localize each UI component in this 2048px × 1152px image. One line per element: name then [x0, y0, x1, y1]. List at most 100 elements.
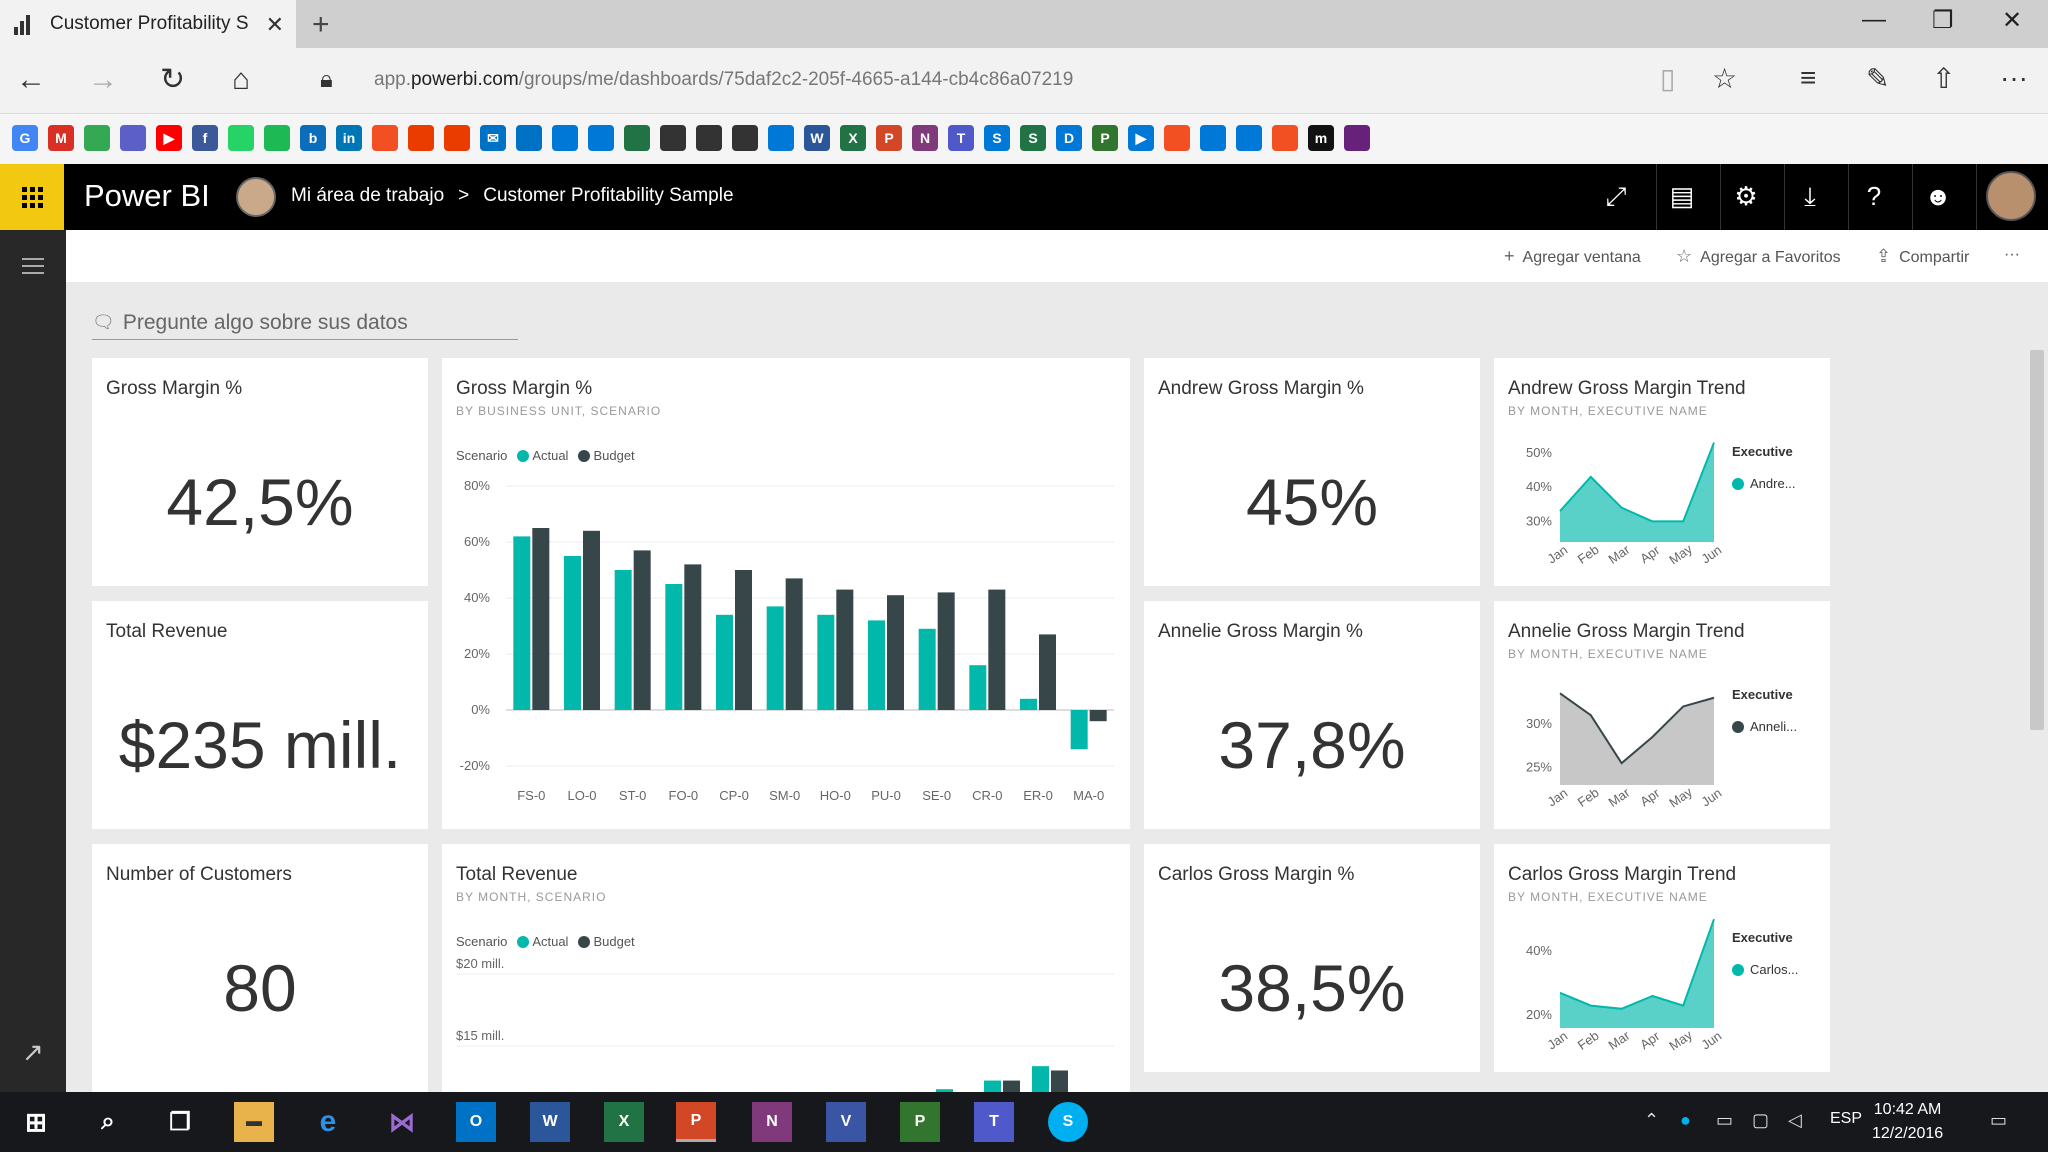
favorite-site-icon[interactable]: [624, 125, 650, 151]
tile-andrew-gross-margin-kpi[interactable]: Andrew Gross Margin % 45%: [1144, 358, 1480, 586]
tray-skype-icon[interactable]: ●: [1680, 1110, 1691, 1130]
outlook-icon[interactable]: O: [456, 1102, 496, 1142]
favorite-site-icon[interactable]: P: [1092, 125, 1118, 151]
task-view-icon[interactable]: ❐: [169, 1108, 191, 1136]
download-icon[interactable]: ⤓: [1804, 181, 1816, 211]
minimize-window-icon[interactable]: —: [1862, 6, 1886, 33]
favorite-site-icon[interactable]: S: [984, 125, 1010, 151]
favorite-site-icon[interactable]: P: [876, 125, 902, 151]
refresh-icon[interactable]: ↻: [160, 63, 186, 96]
settings-gear-icon[interactable]: ⚙: [1734, 181, 1758, 211]
address-bar[interactable]: app.powerbi.com/groups/me/dashboards/75d…: [374, 69, 1073, 91]
home-icon[interactable]: ⌂: [232, 63, 251, 96]
favorite-site-icon[interactable]: [1164, 125, 1190, 151]
share-button[interactable]: ⇪ Compartir: [1876, 246, 1969, 267]
tile-annelie-gross-margin-trend[interactable]: Annelie Gross Margin Trend BY MONTH, EXE…: [1494, 601, 1830, 829]
tab-close-icon[interactable]: ✕: [265, 12, 284, 37]
favorite-site-icon[interactable]: S: [1020, 125, 1046, 151]
favorite-site-icon[interactable]: D: [1056, 125, 1082, 151]
favorite-site-icon[interactable]: [84, 125, 110, 151]
file-explorer-icon[interactable]: ▬: [234, 1102, 274, 1142]
tray-chevron-up-icon[interactable]: ⌃: [1644, 1110, 1660, 1130]
favorite-site-icon[interactable]: [444, 125, 470, 151]
tile-carlos-gross-margin-kpi[interactable]: Carlos Gross Margin % 38,5%: [1144, 844, 1480, 1072]
favorite-site-icon[interactable]: [120, 125, 146, 151]
favorite-site-icon[interactable]: W: [804, 125, 830, 151]
tray-battery-icon[interactable]: ▭: [1716, 1110, 1734, 1130]
visual-studio-icon[interactable]: ⋈: [389, 1106, 415, 1137]
search-icon[interactable]: ⌕: [101, 1108, 115, 1135]
add-tile-button[interactable]: + Agregar ventana: [1504, 246, 1641, 267]
favorite-site-icon[interactable]: [552, 125, 578, 151]
qna-box[interactable]: 🗨︎ Pregunte algo sobre sus datos: [92, 306, 518, 340]
tile-carlos-gross-margin-trend[interactable]: Carlos Gross Margin Trend BY MONTH, EXEC…: [1494, 844, 1830, 1072]
more-actions-button[interactable]: ···: [2004, 246, 2020, 263]
forward-arrow-icon[interactable]: →: [88, 63, 118, 96]
favorite-site-icon[interactable]: ✉: [480, 125, 506, 151]
windows-start-icon[interactable]: ⊞: [25, 1106, 47, 1137]
reading-view-icon[interactable]: ▯: [1660, 63, 1676, 94]
favorite-site-icon[interactable]: G: [12, 125, 38, 151]
tile-andrew-gross-margin-trend[interactable]: Andrew Gross Margin Trend BY MONTH, EXEC…: [1494, 358, 1830, 586]
favorite-star-icon[interactable]: ☆: [1712, 63, 1738, 94]
excel-icon[interactable]: X: [604, 1102, 644, 1142]
favorite-site-icon[interactable]: ▶: [1128, 125, 1154, 151]
favorite-site-icon[interactable]: ▶: [156, 125, 182, 151]
powerpoint-icon[interactable]: P: [676, 1102, 716, 1142]
favorite-site-icon[interactable]: [408, 125, 434, 151]
favorite-site-icon[interactable]: [768, 125, 794, 151]
tray-network-icon[interactable]: ▢: [1752, 1110, 1770, 1130]
favorite-site-icon[interactable]: [660, 125, 686, 151]
share-icon[interactable]: ⇧: [1932, 63, 1956, 94]
action-center-icon[interactable]: ▭: [1990, 1110, 2008, 1130]
expand-arrow-icon[interactable]: ↗: [22, 1037, 44, 1067]
favorite-site-icon[interactable]: N: [912, 125, 938, 151]
favorite-site-icon[interactable]: M: [48, 125, 74, 151]
tile-annelie-gross-margin-kpi[interactable]: Annelie Gross Margin % 37,8%: [1144, 601, 1480, 829]
tray-volume-icon[interactable]: ◁: [1788, 1110, 1802, 1130]
restore-window-icon[interactable]: ❐: [1932, 7, 1954, 34]
favorite-site-icon[interactable]: [1272, 125, 1298, 151]
tray-language[interactable]: ESP: [1830, 1110, 1863, 1127]
skype-icon[interactable]: S: [1048, 1102, 1088, 1142]
favorite-site-icon[interactable]: [1236, 125, 1262, 151]
breadcrumb-workspace[interactable]: Mi área de trabajo: [291, 185, 445, 206]
favorite-site-icon[interactable]: [696, 125, 722, 151]
browser-tab[interactable]: Customer Profitability S ✕: [0, 0, 296, 48]
favorite-site-icon[interactable]: [732, 125, 758, 151]
new-tab-button[interactable]: +: [312, 8, 330, 41]
onenote-icon[interactable]: N: [752, 1102, 792, 1142]
favorite-site-icon[interactable]: [228, 125, 254, 151]
word-icon[interactable]: W: [530, 1102, 570, 1142]
favorite-site-icon[interactable]: [588, 125, 614, 151]
favorite-site-icon[interactable]: T: [948, 125, 974, 151]
help-icon[interactable]: ?: [1866, 181, 1882, 211]
user-avatar[interactable]: [1986, 171, 2036, 221]
favorite-site-icon[interactable]: [372, 125, 398, 151]
tile-gross-margin-by-business-unit[interactable]: Gross Margin % BY BUSINESS UNIT, SCENARI…: [442, 358, 1130, 829]
tile-total-revenue-kpi[interactable]: Total Revenue $235 mill.: [92, 601, 428, 829]
favorite-site-icon[interactable]: f: [192, 125, 218, 151]
favorite-site-icon[interactable]: X: [840, 125, 866, 151]
tile-gross-margin-kpi[interactable]: Gross Margin % 42,5%: [92, 358, 428, 586]
notifications-icon[interactable]: ▤: [1669, 181, 1695, 211]
favorite-site-icon[interactable]: [1200, 125, 1226, 151]
project-icon[interactable]: P: [900, 1102, 940, 1142]
add-favorite-button[interactable]: ☆ Agregar a Favoritos: [1676, 246, 1841, 267]
favorite-site-icon[interactable]: b: [300, 125, 326, 151]
powerbi-logo[interactable]: Power BI: [84, 178, 210, 213]
favorite-site-icon[interactable]: [1344, 125, 1370, 151]
fullscreen-icon[interactable]: ⤢: [1605, 181, 1627, 211]
feedback-smiley-icon[interactable]: ☻: [1924, 181, 1952, 211]
edge-browser-icon[interactable]: e: [319, 1105, 337, 1138]
favorite-site-icon[interactable]: [264, 125, 290, 151]
more-options-icon[interactable]: ···: [2000, 62, 2028, 93]
back-arrow-icon[interactable]: ←: [16, 63, 46, 96]
favorite-site-icon[interactable]: m: [1308, 125, 1334, 151]
visio-icon[interactable]: V: [826, 1102, 866, 1142]
vertical-scrollbar[interactable]: [2030, 350, 2044, 730]
favorite-site-icon[interactable]: in: [336, 125, 362, 151]
close-window-icon[interactable]: ✕: [2002, 7, 2023, 34]
web-note-icon[interactable]: ✎: [1866, 63, 1890, 94]
hamburger-menu-icon[interactable]: [22, 258, 44, 279]
